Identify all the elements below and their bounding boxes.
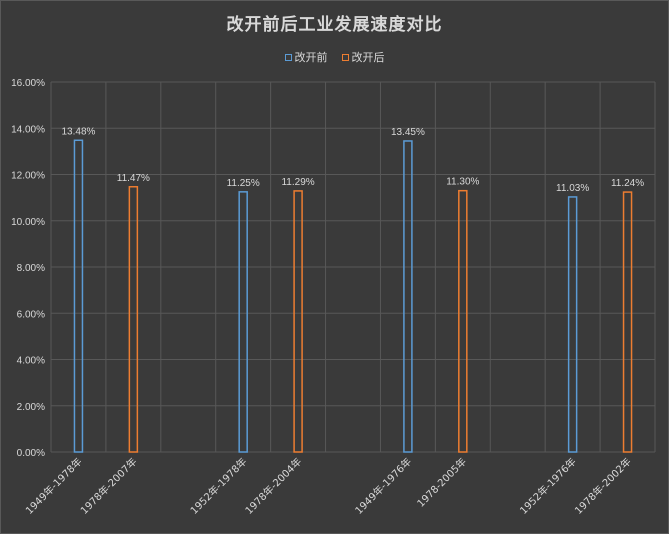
x-tick-label: 1952年-1978年 xyxy=(187,455,249,517)
y-tick-label: 4.00% xyxy=(17,356,45,367)
data-label: 11.29% xyxy=(281,177,314,188)
data-label: 13.48% xyxy=(61,126,95,137)
data-label: 11.24% xyxy=(611,178,644,189)
legend-item-after: 改开后 xyxy=(341,49,385,65)
data-label: 11.25% xyxy=(227,178,260,189)
data-label: 11.30% xyxy=(446,177,479,188)
x-tick-label: 1978年-2007年 xyxy=(78,455,140,517)
bar-after xyxy=(293,190,303,453)
y-tick-label: 10.00% xyxy=(11,217,45,228)
y-tick-label: 14.00% xyxy=(11,124,45,135)
x-tick-label: 1978年-2002年 xyxy=(572,455,634,517)
x-tick-label: 1978年-2004年 xyxy=(242,455,304,517)
legend-swatch-before xyxy=(284,53,292,61)
bar-after xyxy=(458,189,468,453)
bar-before xyxy=(238,191,248,453)
bar-after xyxy=(128,186,139,453)
x-tick-label: 1978-2005年 xyxy=(414,455,469,510)
data-label: 13.45% xyxy=(391,127,425,138)
x-tick-label: 1952年-1976年 xyxy=(517,455,579,517)
y-tick-label: 12.00% xyxy=(11,171,45,182)
y-tick-label: 16.00% xyxy=(11,78,45,89)
y-tick-label: 6.00% xyxy=(17,309,45,320)
bar-before xyxy=(73,139,84,453)
y-tick-label: 2.00% xyxy=(17,402,45,413)
data-label: 11.47% xyxy=(117,173,150,184)
legend-swatch-after xyxy=(341,53,349,61)
y-tick-label: 0.00% xyxy=(17,448,45,459)
legend-label-before: 改开前 xyxy=(294,51,328,64)
y-tick-label: 8.00% xyxy=(17,263,45,274)
x-tick-label: 1949年-1978年 xyxy=(23,455,85,517)
data-label: 11.03% xyxy=(556,183,589,194)
bar-after xyxy=(622,191,633,453)
bar-before xyxy=(403,140,413,453)
legend: 改开前 改开后 xyxy=(1,49,668,65)
x-tick-label: 1949年-1976年 xyxy=(352,455,414,517)
chart-title: 改开前后工业发展速度对比 xyxy=(226,15,443,35)
legend-item-before: 改开前 xyxy=(284,49,328,65)
legend-label-after: 改开后 xyxy=(351,51,385,64)
bar-before xyxy=(567,196,578,453)
